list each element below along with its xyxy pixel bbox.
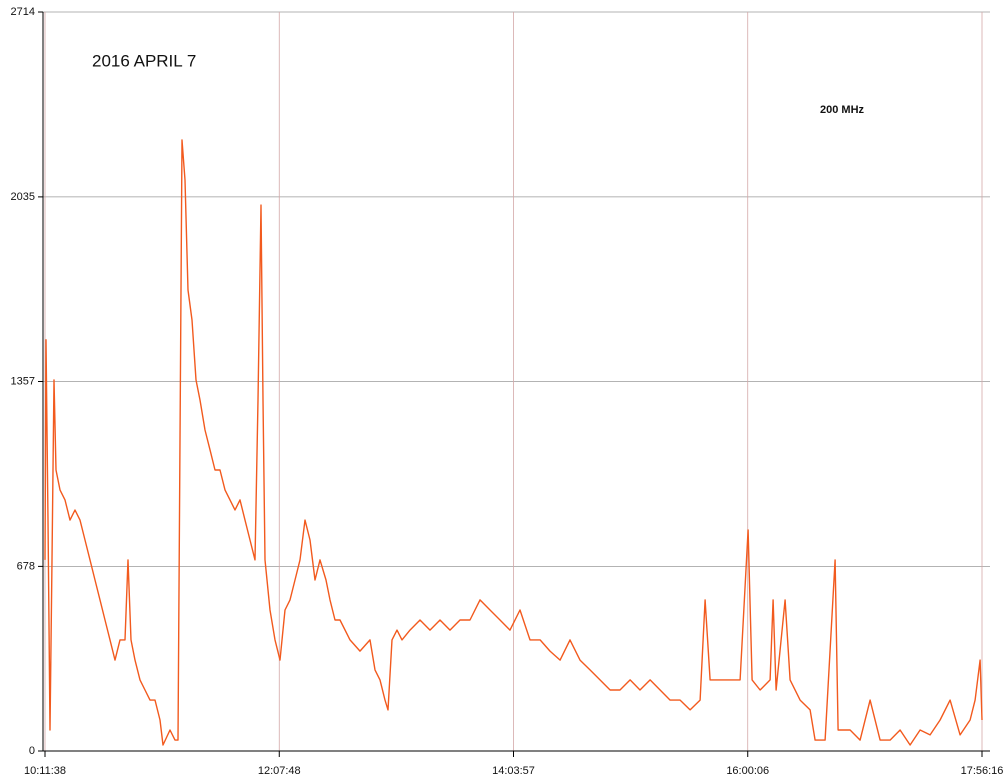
y-tick-label: 2714 [11,6,35,18]
x-tick-label: 12:07:48 [258,765,301,777]
y-tick-label: 2035 [11,191,35,203]
signal-line [44,139,983,746]
x-tick-label: 17:56:16 [961,765,1004,777]
date-annotation: 2016 APRIL 7 [92,51,196,70]
x-tick-label: 14:03:57 [492,765,535,777]
x-tick-label: 16:00:06 [726,765,769,777]
y-tick-label: 0 [29,745,35,757]
y-tick-label: 678 [17,560,35,572]
x-tick-label: 10:11:38 [24,765,66,777]
y-tick-label: 1357 [11,375,35,387]
frequency-annotation: 200 MHz [820,104,865,116]
